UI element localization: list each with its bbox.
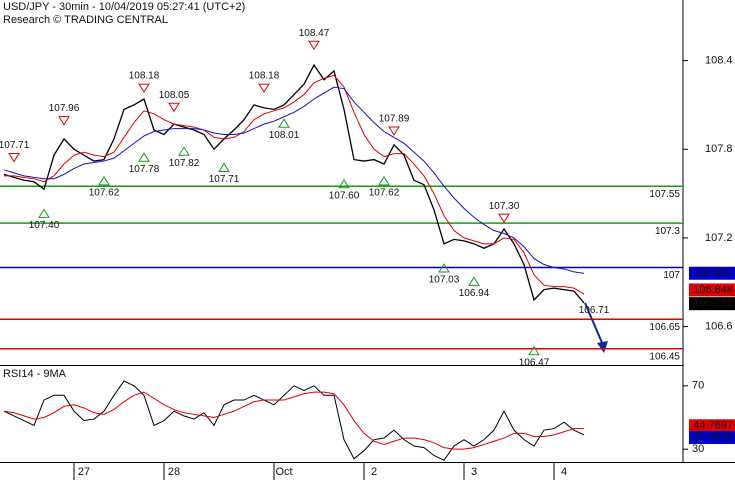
- projection-arrow: [584, 302, 604, 346]
- x-tick-label: 2: [371, 466, 377, 478]
- price-tag: [689, 283, 735, 297]
- price-tag-label: 106.755: [693, 298, 733, 310]
- price-line: [3, 63, 585, 304]
- y-tick-label: 70: [692, 380, 704, 392]
- high-marker: [498, 213, 510, 224]
- high-marker: [388, 126, 400, 136]
- low-label: 107.82: [169, 158, 200, 169]
- rsi-title: RSI14 - 9MA: [3, 368, 67, 380]
- low-marker: [38, 208, 50, 218]
- low-marker: [438, 263, 450, 273]
- high-marker: [168, 102, 180, 113]
- low-label: 107.03: [429, 275, 460, 286]
- arrow-head: [597, 341, 608, 353]
- low-label: 106.47: [519, 357, 550, 368]
- price-tag: [689, 430, 735, 444]
- x-tick-label: 3: [471, 466, 477, 478]
- low-label: 107.78: [129, 164, 160, 175]
- price-tag: [689, 297, 735, 311]
- y-tick-label: 107.2: [705, 232, 733, 244]
- price-tag-label: 37.3658: [693, 431, 733, 443]
- high-marker: [138, 83, 150, 94]
- price-tag: [689, 419, 735, 433]
- low-marker: [378, 175, 390, 186]
- low-label: 108.01: [269, 130, 300, 141]
- low-marker: [98, 175, 110, 186]
- low-marker: [218, 162, 230, 173]
- low-label: 107.71: [209, 174, 240, 185]
- level-label: 107: [663, 270, 680, 281]
- high-label: 108.05: [159, 90, 190, 101]
- high-marker: [258, 83, 270, 94]
- high-label: 107.71: [0, 140, 30, 151]
- low-marker: [138, 152, 150, 162]
- y-tick-label: 108.4: [705, 54, 733, 66]
- level-label: 107.55: [649, 189, 680, 200]
- high-label: 107.30: [489, 201, 520, 212]
- low-marker: [528, 345, 540, 356]
- high-label: 107.89: [379, 114, 410, 125]
- x-tick-label: 27: [78, 466, 90, 478]
- high-marker: [308, 40, 320, 51]
- high-label: 108.18: [129, 71, 160, 82]
- rsi-average: [3, 391, 584, 450]
- level-label: 106.65: [649, 322, 680, 333]
- high-marker: [8, 153, 20, 163]
- target-label: 106.71: [579, 305, 610, 316]
- price-tag: [689, 266, 735, 280]
- low-marker: [178, 146, 190, 156]
- chart-title: USD/JPY - 30min - 10/04/2019 05:27:41 (U…: [3, 1, 245, 13]
- low-label: 107.62: [369, 187, 400, 198]
- high-label: 108.18: [249, 71, 280, 82]
- price-tag-label: 106.848: [693, 284, 733, 296]
- y-tick-label: 106.6: [705, 320, 733, 332]
- chart-subtitle: Research © TRADING CENTRAL: [3, 14, 168, 26]
- y-tick-label: 30: [692, 443, 704, 455]
- low-label: 107.40: [29, 220, 60, 231]
- level-label: 106.45: [649, 351, 680, 362]
- x-tick-label: Oct: [275, 466, 292, 478]
- price-tag-label: 44.7697: [693, 420, 733, 432]
- low-label: 107.60: [329, 190, 360, 201]
- moving-average: [4, 74, 585, 295]
- moving-average: [3, 86, 585, 274]
- low-marker: [468, 276, 480, 286]
- level-label: 107.3: [655, 226, 680, 237]
- price-tag-label: 106.961: [693, 267, 733, 279]
- x-tick-label: 28: [168, 466, 180, 478]
- low-marker: [338, 178, 350, 189]
- high-label: 108.47: [299, 28, 330, 39]
- low-label: 106.94: [459, 288, 490, 299]
- y-tick-label: 107.8: [705, 143, 733, 155]
- low-marker: [278, 118, 290, 128]
- high-label: 107.96: [49, 103, 80, 114]
- low-label: 107.62: [89, 187, 120, 198]
- x-tick-label: 4: [561, 466, 567, 478]
- high-marker: [58, 116, 70, 126]
